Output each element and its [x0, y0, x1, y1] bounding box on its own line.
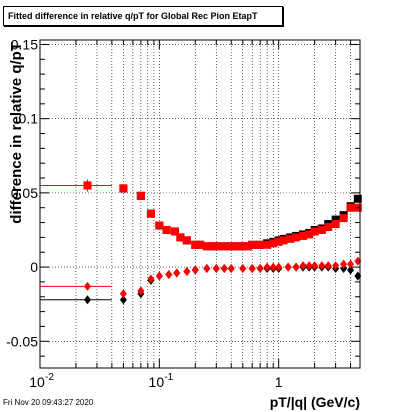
x-tick-label-exponent: -2	[45, 372, 54, 383]
data-point	[212, 242, 221, 251]
data-point	[305, 261, 313, 271]
data-point	[339, 214, 348, 223]
data-point	[191, 265, 199, 275]
timestamp: Fri Nov 20 09:43:27 2020	[3, 398, 94, 407]
data-point	[173, 268, 181, 278]
y-tick-label: 0.05	[11, 185, 38, 201]
data-point	[292, 262, 300, 272]
data-point	[318, 261, 326, 271]
data-point	[317, 225, 326, 234]
data-point	[248, 240, 257, 249]
data-point	[136, 191, 145, 200]
x-tick-label: 10	[29, 374, 45, 390]
plot-data	[40, 179, 362, 305]
data-point	[248, 264, 256, 274]
series-1	[40, 179, 362, 251]
x-tick-label-exponent: -1	[164, 372, 173, 383]
series-3	[40, 256, 362, 299]
data-point	[292, 233, 301, 242]
data-point	[212, 264, 220, 274]
data-point	[324, 223, 333, 232]
series-0	[40, 179, 362, 251]
data-point	[202, 242, 211, 251]
data-point	[332, 261, 340, 271]
data-point	[263, 240, 272, 249]
data-point	[243, 242, 252, 251]
data-point	[331, 215, 340, 224]
title-box: Fitted difference in relative q/pT for G…	[3, 6, 283, 26]
data-point	[346, 203, 355, 212]
y-axis-label: difference in relative q/pT	[8, 42, 25, 224]
data-point	[256, 240, 265, 249]
data-point	[196, 240, 205, 249]
data-point	[227, 242, 236, 251]
chart-title: Fitted difference in relative q/pT for G…	[8, 11, 258, 21]
data-point	[239, 264, 247, 274]
data-point	[311, 261, 319, 271]
data-point	[263, 262, 271, 272]
y-tick-label: 0	[30, 259, 38, 275]
data-point	[238, 242, 247, 251]
data-point	[162, 225, 171, 234]
data-point	[275, 262, 283, 272]
data-point	[305, 230, 314, 239]
data-point	[331, 220, 340, 229]
data-point	[119, 289, 127, 299]
data-point	[274, 237, 283, 246]
data-point	[191, 240, 200, 249]
data-point	[269, 239, 278, 248]
data-point	[170, 227, 179, 236]
data-point	[256, 264, 264, 274]
data-point	[299, 261, 307, 271]
data-point	[203, 264, 211, 274]
data-point	[137, 286, 145, 296]
data-point	[176, 233, 185, 242]
data-point	[347, 259, 355, 269]
data-point	[147, 274, 155, 284]
data-point	[155, 271, 163, 281]
grid-lines	[40, 40, 360, 368]
data-point	[119, 184, 128, 193]
data-point	[347, 265, 355, 275]
data-point	[353, 194, 362, 203]
data-point	[286, 234, 295, 243]
data-point	[155, 221, 164, 230]
data-point	[233, 242, 242, 251]
data-point	[83, 181, 92, 190]
data-point	[284, 262, 292, 272]
y-tick-label: 0.1	[19, 111, 39, 127]
data-point	[165, 269, 173, 279]
data-point	[182, 236, 191, 245]
data-point	[146, 209, 155, 218]
plot-frame	[39, 39, 361, 369]
data-point	[310, 227, 319, 236]
data-point	[220, 264, 228, 274]
y-tick-label: 0.15	[11, 36, 38, 52]
data-point	[83, 295, 91, 305]
x-axis-label: pT/|q| (GeV/c)	[270, 394, 360, 410]
data-point	[227, 264, 235, 274]
data-point	[324, 261, 332, 271]
data-point	[183, 267, 191, 277]
data-point	[220, 242, 229, 251]
y-tick-label: -0.05	[6, 333, 38, 349]
x-tick-label: 10	[149, 374, 165, 390]
data-point	[279, 236, 288, 245]
x-tick-label: 1	[275, 374, 283, 390]
data-point	[269, 262, 277, 272]
data-point	[83, 281, 91, 291]
data-point	[119, 295, 127, 305]
data-point	[340, 259, 348, 269]
data-point	[299, 231, 308, 240]
